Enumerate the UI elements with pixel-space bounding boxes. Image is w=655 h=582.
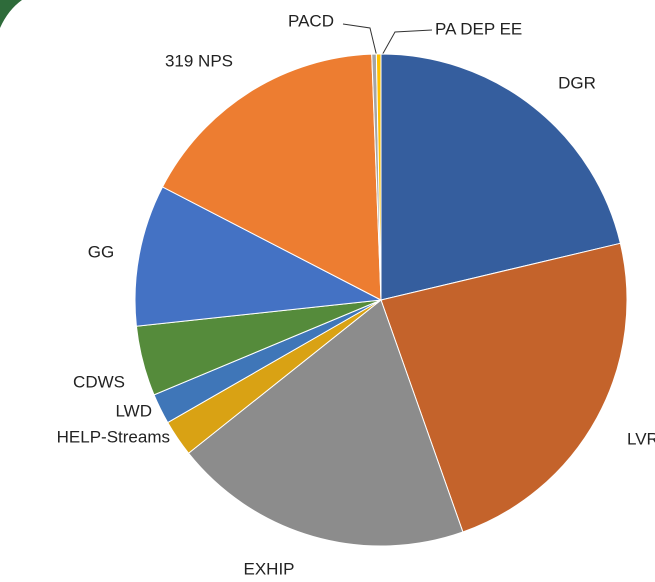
- pie-slice: [134, 186, 383, 327]
- corner-decoration: [0, 0, 22, 28]
- pie-slice: [380, 242, 628, 533]
- slice-label: LWD: [115, 401, 152, 420]
- leader-line: [380, 29, 433, 58]
- slice-label: 319 NPS: [165, 51, 233, 70]
- pie-slice: [380, 53, 621, 301]
- slice-label: HELP-Streams: [57, 427, 170, 446]
- pie-slice: [375, 53, 382, 301]
- slice-label: DGR: [558, 73, 596, 92]
- slice-label: EXHIP: [243, 559, 294, 578]
- pie-slice: [187, 299, 464, 547]
- leader-line: [342, 23, 378, 58]
- slice-label: GG: [88, 242, 114, 261]
- pie-slice: [161, 53, 382, 301]
- slice-label: PA DEP EE: [435, 19, 522, 38]
- slice-label: LVR: [627, 429, 655, 448]
- slice-label: CDWS: [73, 372, 125, 391]
- slice-label: PACD: [288, 11, 334, 30]
